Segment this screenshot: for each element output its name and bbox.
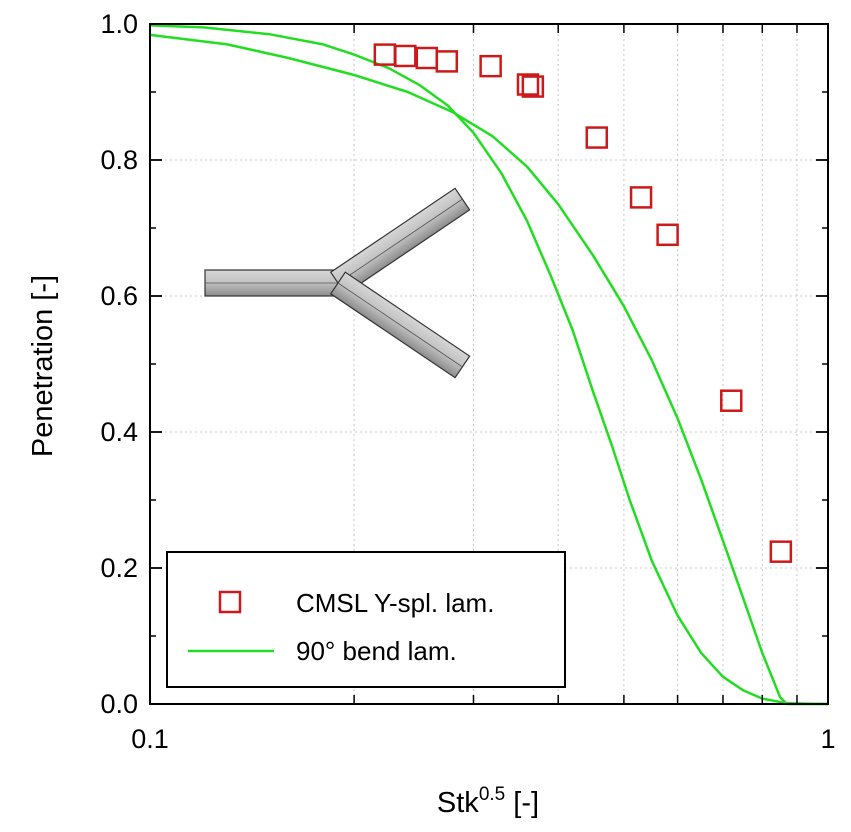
data-point-7 [585,126,609,149]
y-tick-label: 0.0 [100,689,138,719]
data-point-11 [769,540,793,563]
x-axis-label-suffix: [-] [505,787,539,819]
data-point-0 [373,43,397,66]
y-tick-label: 1.0 [100,9,138,39]
series-markers [373,43,793,563]
x-tick-label: 0.1 [131,724,169,754]
data-point-10 [720,389,743,412]
y-axis-label: Penetration [-] [27,275,59,457]
y-tick-label: 0.4 [100,417,138,447]
tick-labels: 0.0 0.2 0.4 0.6 0.8 1.0 0.1 1 [100,9,835,754]
series-line-1-curve-1 [149,33,828,706]
y-tick-label: 0.2 [100,553,138,583]
data-point-3 [435,50,459,73]
series-lines [149,24,829,706]
legend-marker-square-icon [218,590,242,614]
series-line-1-curve-0 [149,24,829,706]
data-point-2 [415,46,439,70]
x-axis-label-base: Stk [437,787,479,819]
data-point-5 [516,73,540,96]
axis-ticks [150,23,828,705]
legend-entry-0: CMSL Y-spl. lam. [296,588,494,618]
legend-box [166,551,566,688]
data-point-8 [629,186,653,209]
data-point-6 [521,75,545,98]
data-point-4 [479,54,502,78]
y-tick-label: 0.6 [100,281,138,311]
y-tick-label: 0.8 [100,145,138,175]
data-point-9 [656,223,679,247]
legend: CMSL Y-spl. lam. 90° bend lam. [166,551,566,688]
x-axis-label: Stk0.5 [-] [437,784,539,819]
x-tick-label: 1 [820,724,835,754]
legend-entry-1: 90° bend lam. [296,636,457,666]
x-axis-label-sup: 0.5 [479,784,505,805]
y-splitter-pipe-icon [204,187,471,379]
data-point-1 [394,44,417,68]
